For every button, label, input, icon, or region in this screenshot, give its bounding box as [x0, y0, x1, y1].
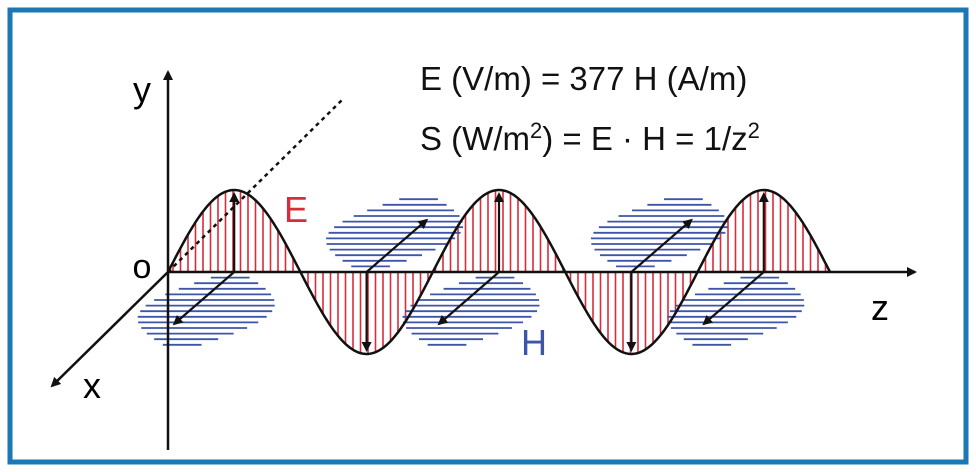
equation-part: S (W/m: [420, 120, 530, 157]
h-label: H: [521, 322, 547, 363]
origin-label: o: [133, 248, 152, 286]
equation: E (V/m) = 377 H (A/m): [420, 60, 747, 97]
e-label: E: [284, 189, 308, 230]
equation-part: ) = E · H = 1/z: [542, 120, 747, 157]
z-label: z: [871, 287, 889, 328]
superscript: 2: [748, 118, 760, 143]
superscript: 2: [530, 118, 542, 143]
y-label: y: [133, 69, 151, 110]
figure: y o x z E H E (V/m) = 377 H (A/m) S (W/m…: [0, 0, 976, 472]
equation: S (W/m2) = E · H = 1/z2: [420, 118, 760, 157]
equation-part: E (V/m) = 377 H (A/m): [420, 60, 747, 97]
x-label: x: [83, 365, 101, 406]
